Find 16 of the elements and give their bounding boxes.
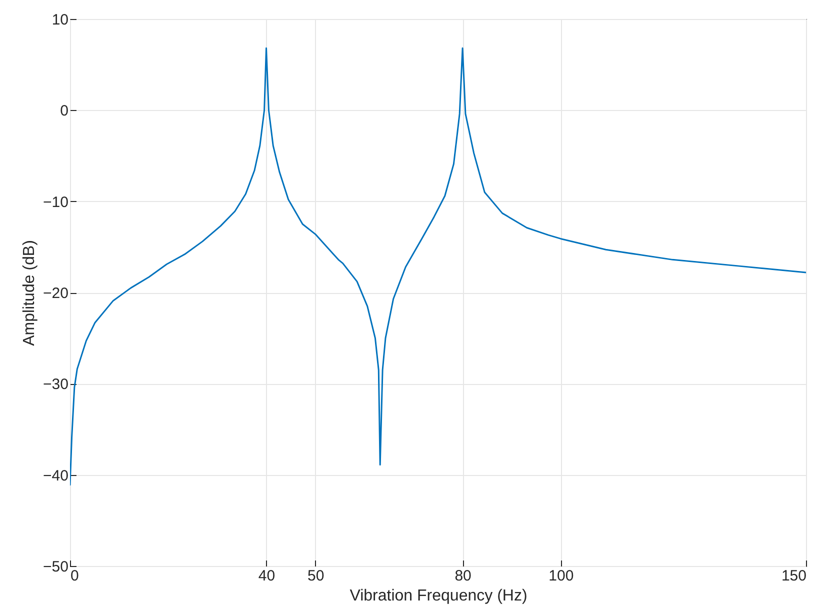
y-tick-label: −20 bbox=[43, 285, 68, 302]
x-tick-label: 80 bbox=[454, 568, 472, 584]
y-tick-label: −50 bbox=[43, 558, 68, 576]
y-tick-label: −40 bbox=[43, 467, 68, 484]
y-tick-label: −10 bbox=[43, 194, 68, 211]
line-series bbox=[70, 47, 806, 486]
x-tick-label: 150 bbox=[781, 568, 806, 584]
y-tick-label: −30 bbox=[43, 376, 68, 394]
y-tick-label: 0 bbox=[60, 102, 68, 120]
x-tick-label: 100 bbox=[548, 568, 574, 584]
y-tick-label: 10 bbox=[52, 12, 68, 28]
x-tick-label: 0 bbox=[70, 568, 79, 584]
x-axis-title: Vibration Frequency (Hz) bbox=[350, 588, 528, 604]
x-tick-label: 40 bbox=[258, 568, 276, 584]
x-tick-label: 50 bbox=[307, 568, 324, 584]
y-axis-title: Amplitude (dB) bbox=[21, 240, 38, 346]
